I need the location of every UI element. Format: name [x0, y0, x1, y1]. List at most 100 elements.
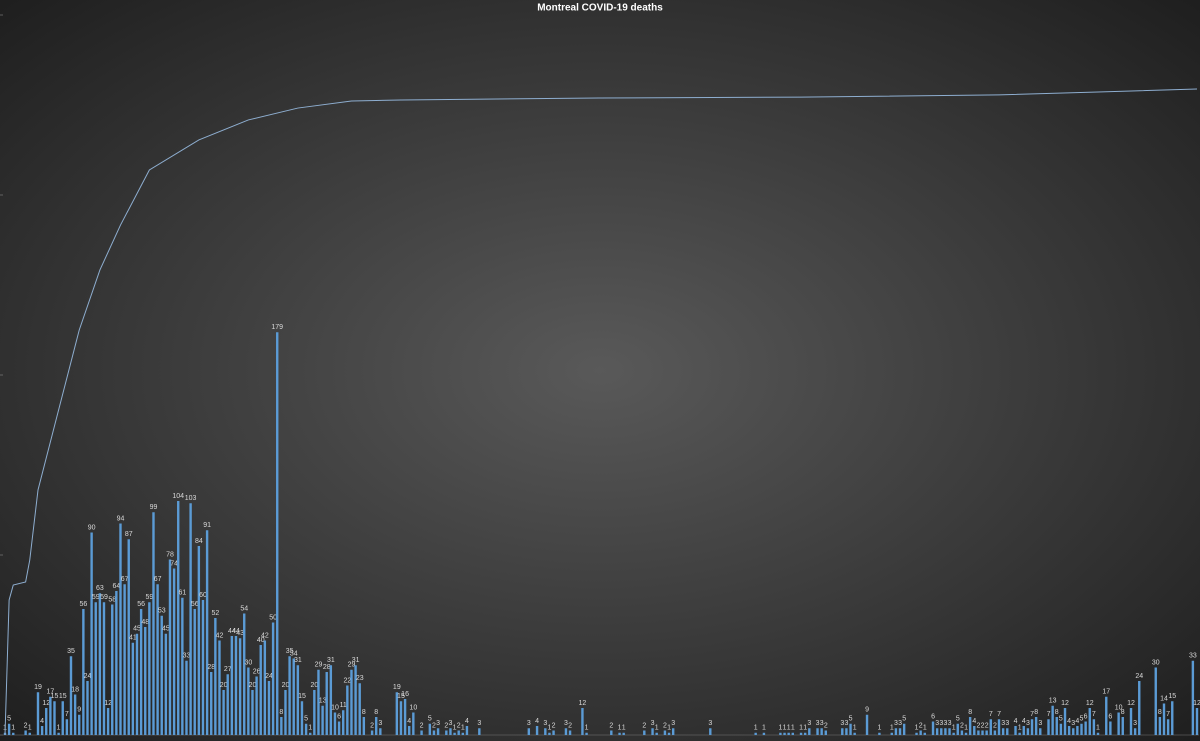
value-label: 10	[1115, 704, 1123, 711]
value-label: 7	[65, 711, 69, 718]
value-label: 2	[432, 722, 436, 729]
bar	[342, 710, 345, 735]
value-label: 11	[340, 702, 347, 709]
bar	[24, 730, 27, 735]
bar	[123, 584, 126, 735]
value-label: 45	[162, 626, 170, 633]
value-label: 7	[1047, 711, 1051, 718]
value-label: 29	[315, 662, 323, 669]
bar	[1138, 681, 1141, 735]
bar	[247, 667, 250, 735]
value-label: 63	[96, 585, 104, 592]
value-label: 1	[754, 725, 758, 732]
bar	[292, 658, 295, 735]
value-label: 18	[71, 686, 79, 693]
value-label: 56	[191, 601, 199, 608]
value-label: 2	[824, 722, 828, 729]
value-label: 27	[224, 666, 232, 673]
value-label: 4	[1075, 718, 1079, 725]
bar	[304, 723, 308, 735]
value-label: 20	[249, 682, 257, 689]
bar	[1080, 723, 1083, 735]
value-label: 8	[374, 709, 378, 716]
value-label: 53	[158, 608, 166, 615]
value-label: 59	[145, 594, 153, 601]
value-label: 1	[547, 725, 551, 732]
bar	[527, 728, 531, 735]
bar	[1067, 726, 1071, 735]
bar	[1129, 708, 1133, 735]
bar	[321, 705, 324, 735]
bar	[1055, 717, 1058, 735]
bar	[709, 728, 712, 735]
value-label: 8	[362, 709, 366, 716]
value-label: 28	[323, 664, 331, 671]
bar	[923, 732, 926, 735]
value-label: 91	[203, 522, 211, 529]
bar	[111, 604, 114, 735]
value-label: 3	[564, 720, 568, 727]
value-label: 4	[1022, 718, 1026, 725]
value-label: 4	[407, 718, 411, 725]
bar	[205, 530, 209, 735]
value-label: 6	[1084, 713, 1088, 720]
value-label: 9	[865, 707, 869, 714]
value-label: 6	[337, 713, 341, 720]
value-label: 3	[844, 720, 848, 727]
bar	[1105, 696, 1108, 735]
bar	[845, 728, 848, 735]
value-label: 2	[552, 722, 556, 729]
bar	[144, 627, 147, 735]
value-label: 13	[1049, 698, 1057, 705]
value-label: 1	[877, 725, 881, 732]
bar	[754, 732, 757, 735]
bar	[185, 660, 188, 735]
bar	[300, 701, 304, 735]
value-label: 1	[791, 725, 795, 732]
value-label: 19	[393, 684, 401, 691]
bar	[610, 730, 613, 735]
bar	[309, 732, 312, 735]
bar	[552, 730, 555, 735]
cumulative-line	[4, 88, 1198, 736]
value-label: 99	[150, 504, 158, 511]
value-label: 2	[960, 722, 964, 729]
value-label: 3	[1071, 720, 1075, 727]
bar	[1072, 728, 1075, 735]
value-label: 2	[609, 722, 613, 729]
value-label: 45	[133, 626, 141, 633]
bar	[53, 701, 56, 735]
value-label: 3	[1005, 720, 1009, 727]
bar	[362, 717, 366, 735]
bar	[210, 672, 213, 735]
value-label: 3	[948, 720, 952, 727]
bar	[1162, 703, 1166, 735]
bar	[564, 728, 568, 735]
value-label: 44	[228, 628, 236, 635]
value-label: 5	[304, 716, 308, 723]
bar	[82, 609, 85, 735]
bar	[127, 539, 130, 735]
value-label: 2	[444, 722, 448, 729]
bar	[1088, 708, 1091, 735]
bar	[931, 721, 935, 735]
bar	[325, 672, 328, 735]
bar	[313, 690, 316, 735]
bar	[535, 726, 539, 735]
bar	[820, 728, 823, 735]
bar	[1191, 660, 1195, 735]
value-label: 3	[1026, 720, 1030, 727]
bar	[461, 732, 465, 735]
value-label: 20	[282, 682, 290, 689]
bar	[40, 726, 44, 735]
bar	[139, 609, 143, 735]
value-label: 1	[618, 725, 622, 732]
bar	[395, 692, 399, 735]
value-label: 15	[397, 693, 405, 700]
value-label: 5	[902, 716, 906, 723]
bar	[69, 656, 73, 735]
value-label: 1	[803, 725, 807, 732]
bar	[964, 732, 968, 735]
bar	[12, 732, 15, 735]
